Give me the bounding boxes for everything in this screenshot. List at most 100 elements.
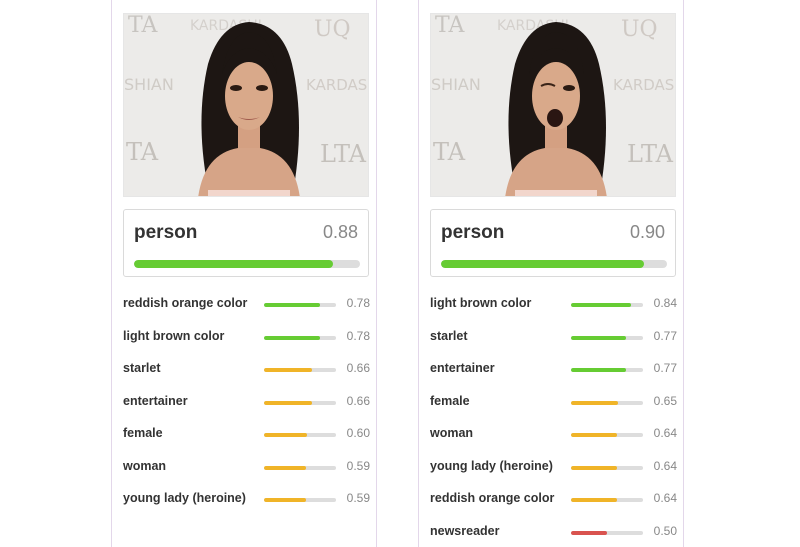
concept-bar-fill: [264, 433, 308, 437]
concept-row: young lady (heroine) 0.59: [123, 491, 371, 509]
concept-score: 0.60: [346, 426, 370, 440]
concept-bar-fill: [264, 498, 307, 502]
portrait-photo: TA KARDASHI UQ SHIAN KARDASI TA LTA: [430, 13, 676, 197]
concept-label: light brown color: [430, 296, 532, 310]
concept-bar: [571, 433, 643, 437]
concept-row: woman 0.59: [123, 459, 371, 477]
concept-bar: [264, 498, 336, 502]
result-card-right: TA KARDASHI UQ SHIAN KARDASI TA LTA person 0.9…: [418, 0, 684, 547]
concept-bar: [571, 465, 643, 470]
svg-text:SHIAN: SHIAN: [124, 75, 174, 94]
concept-row: reddish orange color 0.64: [430, 491, 678, 509]
concept-score: 0.50: [653, 523, 677, 538]
concept-label: female: [430, 393, 470, 408]
concept-score: 0.78: [346, 296, 370, 310]
result-card-left: TA KARDASHI UQ SHIAN KARDASI TA LTA person 0.8…: [111, 0, 377, 547]
concept-row: woman 0.64: [430, 426, 678, 444]
concept-score: 0.66: [346, 361, 370, 375]
top-concept-score: 0.88: [322, 222, 358, 242]
concept-bar-fill: [571, 433, 618, 437]
top-concept-bar: [441, 260, 667, 268]
concept-score: 0.64: [653, 491, 677, 505]
svg-text:TA: TA: [433, 138, 466, 166]
top-concept-bar: [134, 260, 360, 268]
concept-bar: [264, 335, 336, 340]
concept-label: starlet: [430, 328, 468, 343]
concept-score: 0.66: [346, 393, 370, 408]
svg-text:KARDASI: KARDASI: [306, 76, 369, 94]
svg-text:TA: TA: [128, 14, 158, 38]
svg-text:SHIAN: SHIAN: [431, 75, 481, 94]
concept-score: 0.64: [653, 458, 677, 473]
concept-bar: [571, 368, 643, 372]
concept-score: 0.64: [653, 426, 677, 440]
concept-bar-fill: [264, 335, 321, 340]
svg-text:LTA: LTA: [320, 140, 367, 168]
top-concept-score: 0.90: [629, 222, 665, 242]
concept-label: female: [123, 426, 163, 440]
top-concept-bar-fill: [441, 260, 645, 268]
top-concept-label: person: [134, 222, 198, 243]
concept-bar-fill: [264, 303, 321, 307]
concept-label: newsreader: [430, 523, 500, 538]
top-concept-box: person 0.88: [123, 209, 369, 277]
concept-row: reddish orange color 0.78: [123, 296, 371, 314]
svg-text:UQ: UQ: [621, 17, 658, 42]
concept-score: 0.78: [346, 328, 370, 343]
concept-label: starlet: [123, 361, 161, 375]
concept-row: light brown color 0.84: [430, 296, 678, 314]
concept-score: 0.59: [346, 458, 370, 473]
concept-label: young lady (heroine): [123, 491, 246, 505]
concept-bar: [264, 433, 336, 437]
concept-bar: [264, 400, 336, 405]
svg-text:TA: TA: [435, 14, 465, 38]
concept-bar-fill: [571, 530, 607, 535]
concept-label: woman: [123, 458, 167, 473]
concept-bar: [571, 335, 643, 340]
concept-label: light brown color: [123, 328, 225, 343]
svg-text:TA: TA: [126, 138, 159, 166]
concept-score: 0.84: [653, 296, 677, 310]
svg-text:KARDASI: KARDASI: [613, 76, 676, 94]
portrait-photo: TA KARDASHI UQ SHIAN KARDASI TA LTA: [123, 13, 369, 197]
concept-row: female 0.60: [123, 426, 371, 444]
top-concept-label: person: [441, 222, 505, 243]
concept-label: woman: [430, 426, 474, 440]
concept-score: 0.65: [653, 393, 677, 408]
concept-score: 0.77: [653, 361, 677, 375]
concept-row: light brown color 0.78: [123, 329, 371, 347]
concept-bar-fill: [571, 465, 618, 470]
concept-bar-fill: [264, 465, 307, 470]
concept-label: entertainer: [123, 393, 188, 408]
concept-bar-fill: [571, 368, 627, 372]
concept-bar: [571, 400, 643, 405]
concept-bar-fill: [571, 303, 632, 307]
concept-label: reddish orange color: [123, 296, 248, 310]
svg-text:LTA: LTA: [627, 140, 674, 168]
concept-score: 0.77: [653, 328, 677, 343]
concept-label: reddish orange color: [430, 491, 555, 505]
concept-score: 0.59: [346, 491, 370, 505]
concept-bar-fill: [571, 498, 618, 502]
top-concept-box: person 0.90: [430, 209, 676, 277]
concept-label: young lady (heroine): [430, 458, 553, 473]
concept-bar: [571, 530, 643, 535]
concept-bar: [571, 303, 643, 307]
concept-bar: [264, 465, 336, 470]
concept-bar-fill: [571, 335, 627, 340]
top-concept-bar-fill: [134, 260, 333, 268]
concept-bar: [264, 303, 336, 307]
concept-row: starlet 0.77: [430, 329, 678, 347]
concept-row: starlet 0.66: [123, 361, 371, 379]
concept-row: young lady (heroine) 0.64: [430, 459, 678, 477]
concept-row: female 0.65: [430, 394, 678, 412]
concept-bar-fill: [264, 368, 312, 372]
concept-bar: [264, 368, 336, 372]
concept-row: entertainer 0.66: [123, 394, 371, 412]
concept-bar-fill: [571, 400, 618, 405]
concept-label: entertainer: [430, 361, 495, 375]
svg-text:UQ: UQ: [314, 17, 351, 42]
concept-bar: [571, 498, 643, 502]
concept-bar-fill: [264, 400, 312, 405]
concept-row: newsreader 0.50: [430, 524, 678, 542]
